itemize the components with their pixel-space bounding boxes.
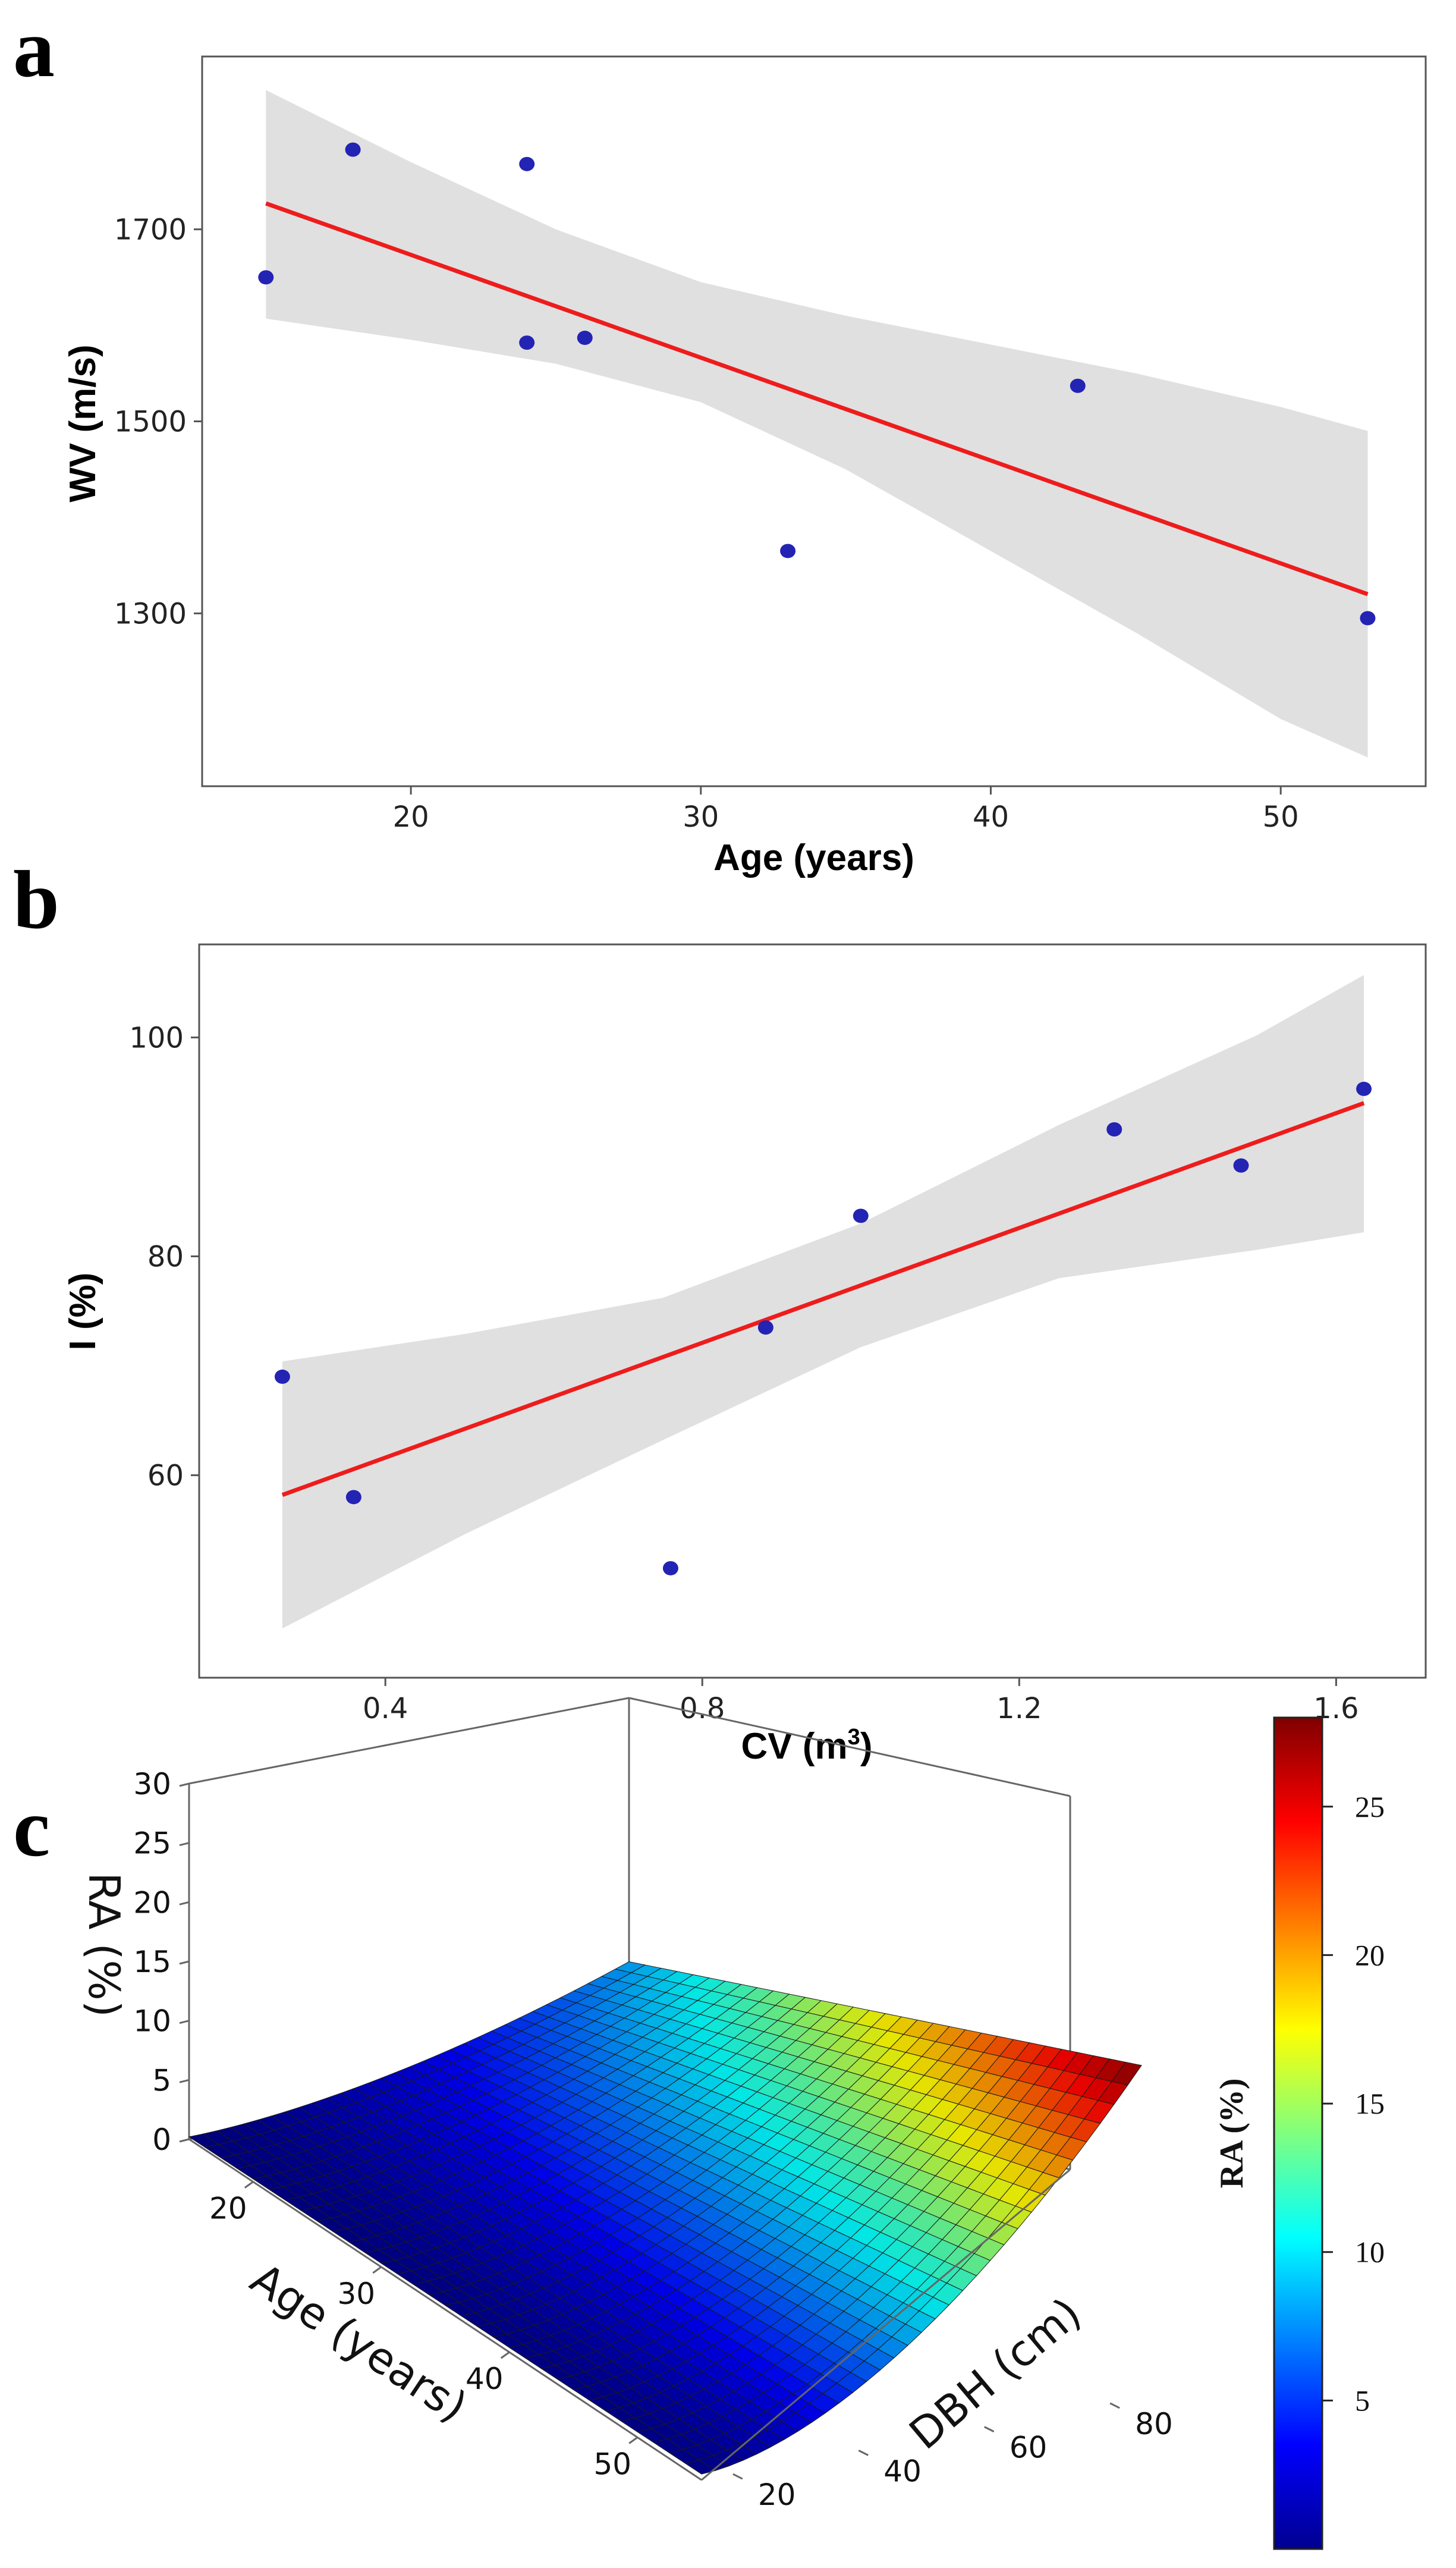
b-data-point-3	[757, 1320, 773, 1335]
z-tick-label: 15	[133, 1945, 171, 1979]
age-tick-label: 20	[209, 2192, 247, 2226]
panel-a-ylabel: WV (m/s)	[62, 344, 103, 502]
dbh-tick-label: 60	[1010, 2431, 1048, 2465]
b-x-tick-label: 1.2	[996, 1692, 1042, 1725]
b-confidence-band	[282, 975, 1364, 1629]
z-tick-mark	[179, 1782, 190, 1787]
z-tick-mark	[179, 2138, 190, 2143]
b-data-point-4	[853, 1208, 869, 1223]
b-data-point-0	[274, 1369, 290, 1384]
panel-a-letter: a	[13, 2, 55, 95]
surface-facet	[684, 2459, 716, 2475]
z-tick-mark	[179, 2020, 190, 2024]
z-tick-label: 20	[133, 1885, 171, 1920]
z-tick-label: 0	[152, 2123, 171, 2157]
age-tick-mark	[500, 2351, 510, 2359]
z-tick-label: 5	[152, 2063, 171, 2098]
colorbar-ticks: 5 10 15 20 25	[1322, 1790, 1385, 2417]
panel-c-letter: c	[13, 1782, 50, 1874]
age-tick-label: 30	[337, 2277, 375, 2311]
panel-a-y-axis: 1300 1500 1700	[114, 214, 202, 630]
colorbar-tick-label: 10	[1355, 2236, 1385, 2269]
dbh-tick-mark	[858, 2450, 869, 2456]
a-fit-line	[265, 201, 1369, 597]
panel-c-box-front	[188, 2138, 1071, 2481]
panel-a-x-axis: 20 30 40 50	[393, 786, 1299, 834]
a-data-point-1	[345, 142, 361, 157]
a-data-point-7	[1360, 611, 1376, 626]
a-data-point-5	[780, 544, 796, 558]
panel-b-plot-area	[274, 975, 1372, 1629]
a-x-tick-label: 30	[683, 800, 719, 834]
panel-b-y-axis: 60 80 100	[129, 1021, 199, 1493]
dbh-tick-mark	[732, 2473, 743, 2480]
z-tick-mark	[179, 1960, 190, 1965]
panel-b-letter: b	[13, 854, 59, 946]
b-fit-line	[281, 1101, 1365, 1497]
b-y-tick-label: 100	[129, 1021, 184, 1054]
a-y-tick-label: 1700	[114, 214, 187, 247]
a-x-tick-label: 50	[1263, 800, 1299, 834]
z-tick-mark	[179, 1842, 190, 1847]
a-y-tick-label: 1300	[114, 597, 187, 630]
b-x-tick-label: 0.8	[680, 1692, 725, 1725]
b-data-point-7	[1356, 1081, 1372, 1096]
dbh-tick-mark	[984, 2426, 995, 2432]
colorbar-tick-label: 20	[1355, 1938, 1385, 1971]
dbh-tick-label: 40	[883, 2454, 922, 2488]
dbh-tick-label: 80	[1135, 2407, 1173, 2441]
age-tick-mark	[372, 2266, 382, 2274]
a-y-tick-label: 1500	[114, 406, 187, 439]
a-data-point-0	[258, 270, 274, 285]
panel-b-x-axis: 0.4 0.8 1.2 1.6	[363, 1678, 1359, 1725]
panel-b-frame	[198, 943, 1427, 1679]
age-tick-label: 50	[593, 2447, 631, 2481]
a-data-point-6	[1070, 378, 1086, 393]
b-data-point-2	[662, 1561, 678, 1575]
panel-c-zlabel: RA (%)	[79, 1872, 129, 2017]
b-data-point-5	[1106, 1122, 1122, 1137]
a-x-tick-label: 40	[973, 800, 1009, 834]
colorbar-tick-label: 5	[1355, 2384, 1370, 2417]
z-tick-label: 10	[133, 2004, 171, 2039]
panel-b-xlabel: CV (m3)	[741, 1725, 873, 1767]
z-tick-label: 30	[133, 1767, 171, 1801]
panel-c-axes: 0 5 10 15 20 25 30 20 30 40 50 20 40 60 80	[133, 1767, 1172, 2512]
a-data-point-4	[577, 331, 593, 346]
age-tick-label: 40	[466, 2362, 504, 2396]
dbh-tick-mark	[1109, 2402, 1120, 2409]
z-tick-label: 25	[133, 1826, 171, 1861]
a-data-point-3	[519, 335, 535, 350]
panel-b-ylabel: I (%)	[62, 1273, 103, 1351]
b-data-point-6	[1233, 1158, 1249, 1173]
b-x-tick-label: 0.4	[363, 1692, 408, 1725]
dbh-tick-label: 20	[758, 2478, 796, 2512]
b-y-tick-label: 80	[147, 1240, 184, 1273]
a-x-tick-label: 20	[393, 800, 429, 834]
colorbar-tick-label: 15	[1355, 2087, 1385, 2120]
a-confidence-band	[266, 90, 1368, 758]
z-tick-mark	[179, 1901, 190, 1905]
b-data-point-1	[345, 1490, 361, 1505]
panel-c-surface	[188, 1961, 1142, 2475]
panel-a-xlabel: Age (years)	[713, 837, 914, 878]
b-y-tick-label: 60	[147, 1459, 184, 1493]
a-data-point-2	[519, 156, 535, 171]
colorbar-title: RA (%)	[1213, 2078, 1250, 2188]
colorbar-tick-label: 25	[1355, 1790, 1385, 1823]
panel-a-plot-area	[258, 90, 1376, 758]
z-tick-mark	[179, 2079, 190, 2083]
colorbar	[1273, 1716, 1323, 2550]
panel-a: a 20 30 40 50 1300 1500 1700 Age (years) WV (…	[13, 2, 1427, 878]
age-tick-mark	[244, 2181, 254, 2189]
age-tick-mark	[628, 2437, 639, 2444]
